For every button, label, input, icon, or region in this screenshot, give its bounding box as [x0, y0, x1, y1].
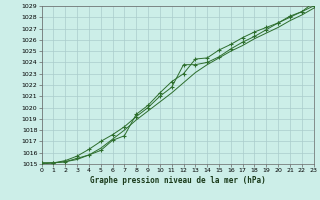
- X-axis label: Graphe pression niveau de la mer (hPa): Graphe pression niveau de la mer (hPa): [90, 176, 266, 185]
